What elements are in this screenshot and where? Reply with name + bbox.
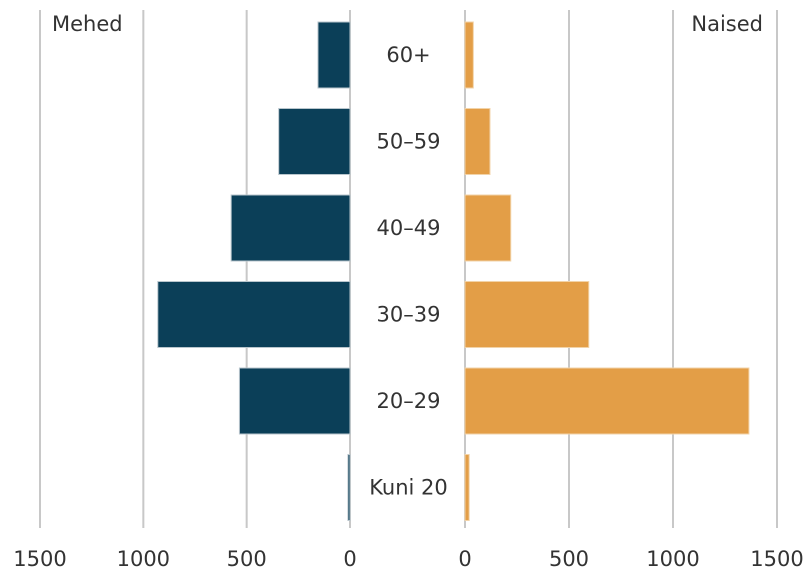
tick-label-right: 0 [458, 547, 471, 571]
bar-naised [464, 367, 750, 435]
bar-naised [464, 108, 491, 175]
bar-mehed [157, 281, 351, 348]
tick-label-left: 1500 [13, 547, 66, 571]
bar-mehed [317, 21, 351, 89]
bar-naised [464, 194, 512, 262]
series-label-naised: Naised [691, 12, 763, 36]
series-label-mehed: Mehed [52, 12, 123, 36]
bar-mehed [238, 367, 351, 435]
bar-naised [464, 281, 590, 348]
category-label: 30–39 [377, 303, 441, 327]
bar-mehed [230, 194, 351, 262]
category-labels: 60+ 50–59 40–49 30–39 20–29 Kuni 20 [369, 43, 448, 500]
category-label: 50–59 [377, 130, 441, 154]
tick-label-right: 1500 [750, 547, 803, 571]
category-label: 40–49 [377, 216, 441, 240]
bar-mehed [347, 454, 351, 521]
category-label: Kuni 20 [369, 476, 448, 500]
bars [157, 21, 750, 521]
tick-label-right: 1000 [646, 547, 699, 571]
tick-label-left: 1000 [117, 547, 170, 571]
bar-naised [464, 454, 470, 521]
tick-label-right: 500 [549, 547, 589, 571]
tick-label-left: 500 [227, 547, 267, 571]
tick-labels: 1500 1000 500 0 0 500 1000 1500 [13, 547, 803, 571]
series-labels: Mehed Naised [52, 12, 763, 36]
bar-mehed [278, 108, 351, 175]
tick-label-left: 0 [343, 547, 356, 571]
category-label: 60+ [386, 43, 430, 67]
category-label: 20–29 [377, 389, 441, 413]
bar-naised [464, 21, 474, 89]
gridlines [39, 10, 778, 528]
